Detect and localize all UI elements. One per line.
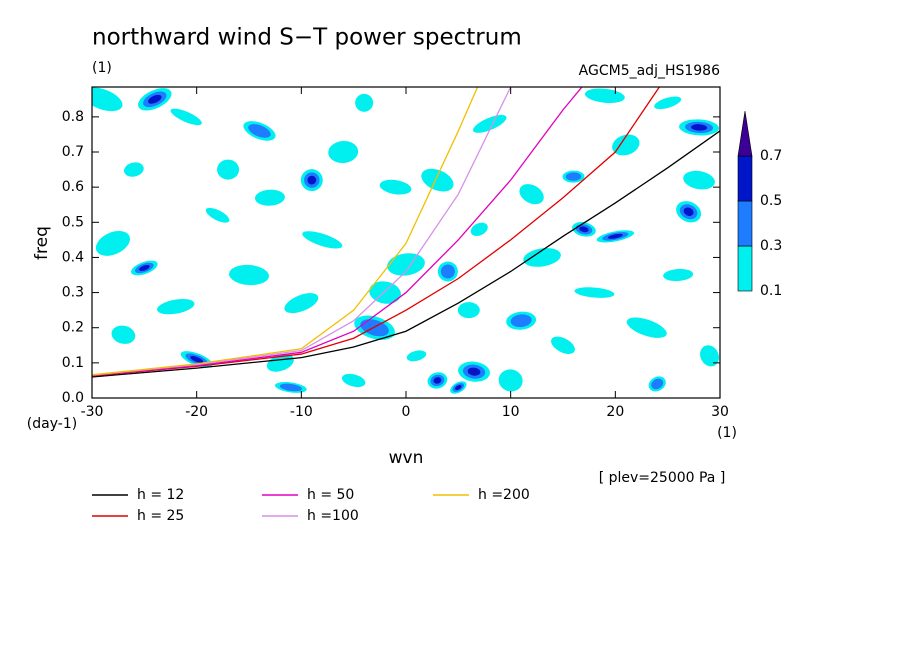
contour-cell [457,386,460,389]
y-tick-label: 0.1 [62,355,84,371]
x-tick-label: -20 [185,404,208,420]
x-tick-label: 10 [502,404,520,420]
subtitle: (1) [92,60,112,76]
contour-layer [92,87,720,394]
y-tick-label: 0.0 [62,390,84,406]
contour-cell [519,184,544,205]
contour-cell [551,336,575,354]
contour-cell [607,233,623,239]
contour-cell [254,189,285,206]
contour-cell [95,230,130,256]
x-tick-label: -30 [81,404,104,420]
contour-cell [663,268,694,282]
legend-label: h = 12 [137,487,184,503]
contour-cell [472,370,476,373]
contour-cell [387,253,425,276]
subtitle-right: AGCM5_adj_HS1986 [579,63,720,79]
line-layer [92,87,720,378]
contour-cell [328,140,359,164]
legend-label: h =100 [307,508,359,524]
y-tick-label: 0.5 [62,214,84,230]
contour-cell [510,314,532,328]
contour-cell [565,172,582,181]
x-axis-unit: (1) [717,425,737,441]
y-tick-label: 0.4 [62,249,84,265]
contour-cell [433,377,442,384]
contour-cell [92,87,123,112]
contour-cell [626,317,667,338]
y-axis-label: freq [32,226,52,260]
contour-cell [612,134,640,156]
contour-cell [355,93,374,112]
contour-cell [307,175,317,185]
contour-cell [156,298,195,315]
y-tick-label: 0.6 [62,179,84,195]
contour-cell [523,248,561,267]
contour-cell [205,207,230,223]
contour-cell [683,207,694,217]
colorbar-extension [737,110,753,157]
contour-cell [683,170,715,190]
dispersion-line [92,87,583,377]
colorbar-segment [737,200,753,247]
contour-cell [421,168,454,192]
contour-cell [584,88,625,104]
contour-cell [302,231,343,249]
x-axis-label: wvn [389,448,424,468]
contour-cell [651,378,664,390]
y-tick-label: 0.8 [62,109,84,125]
contour-cell [379,179,412,195]
legend-label: h = 50 [307,487,354,503]
contour-cell [406,350,427,362]
y-tick-label: 0.3 [62,285,84,301]
contour-cell [470,222,488,237]
colorbar-label: 0.1 [760,283,782,299]
x-tick-label: 0 [402,404,411,420]
x-tick-label: 30 [711,404,729,420]
y-tick-label: 0.7 [62,144,84,160]
colorbar-segment [737,245,753,292]
x-tick-label: -10 [290,404,313,420]
contour-cell [284,293,319,314]
contour-cell [498,369,523,392]
contour-cell [700,345,719,367]
chart-title: northward wind S−T power spectrum [92,25,522,51]
contour-cell [170,108,202,126]
contour-cell [472,114,507,133]
dispersion-line [92,87,512,376]
dispersion-line [92,87,479,376]
colorbar-label: 0.7 [760,148,782,164]
contour-cell [279,383,302,392]
y-tick-label: 0.2 [62,320,84,336]
y-axis-unit: (day-1) [27,416,77,432]
note: [ plev=25000 Pa ] [599,470,726,486]
colorbar-label: 0.3 [760,238,782,254]
legend-label: h = 25 [137,508,184,524]
contour-cell [654,96,682,110]
contour-cell [691,124,708,131]
colorbar-segment [737,155,753,202]
contour-cell [111,325,136,344]
dispersion-line [92,87,661,377]
contour-cell [440,264,455,279]
contour-cell [123,162,144,177]
contour-cell [341,373,366,388]
contour-cell [229,264,269,286]
dispersion-line [92,130,720,378]
contour-cell [148,94,162,104]
contour-cell [457,302,480,319]
contour-cell [139,265,150,271]
contour-cell [190,356,204,363]
x-tick-label: 20 [606,404,624,420]
legend-label: h =200 [478,487,530,503]
contour-cell [248,124,271,138]
colorbar-label: 0.5 [760,193,782,209]
contour-cell [217,159,240,180]
contour-cell [579,226,589,233]
contour-cell [574,287,615,298]
